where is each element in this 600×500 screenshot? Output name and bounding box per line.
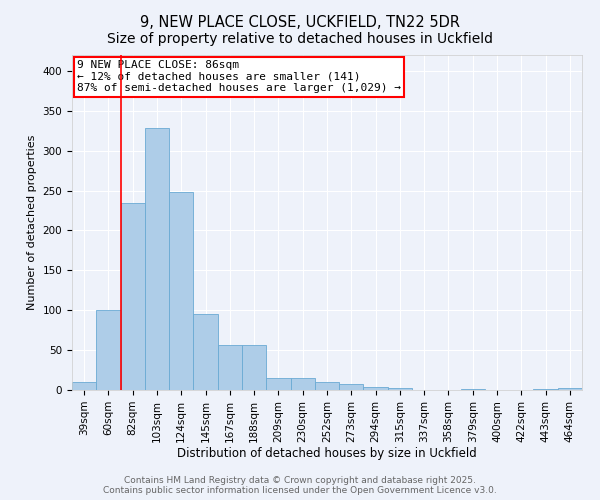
Bar — [242, 344, 266, 390]
Text: 9, NEW PLACE CLOSE, UCKFIELD, TN22 5DR: 9, NEW PLACE CLOSE, UCKFIELD, TN22 5DR — [140, 15, 460, 30]
Bar — [533, 389, 558, 390]
Text: Contains HM Land Registry data © Crown copyright and database right 2025.
Contai: Contains HM Land Registry data © Crown c… — [103, 476, 497, 495]
X-axis label: Distribution of detached houses by size in Uckfield: Distribution of detached houses by size … — [177, 448, 477, 460]
Bar — [364, 387, 388, 390]
Y-axis label: Number of detached properties: Number of detached properties — [27, 135, 37, 310]
Bar — [72, 382, 96, 390]
Bar — [558, 388, 582, 390]
Bar — [290, 378, 315, 390]
Bar — [339, 384, 364, 390]
Bar — [193, 314, 218, 390]
Bar — [169, 192, 193, 390]
Bar — [96, 310, 121, 390]
Text: Size of property relative to detached houses in Uckfield: Size of property relative to detached ho… — [107, 32, 493, 46]
Text: 9 NEW PLACE CLOSE: 86sqm
← 12% of detached houses are smaller (141)
87% of semi-: 9 NEW PLACE CLOSE: 86sqm ← 12% of detach… — [77, 60, 401, 93]
Bar — [388, 388, 412, 390]
Bar — [461, 389, 485, 390]
Bar — [266, 378, 290, 390]
Bar — [315, 382, 339, 390]
Bar — [145, 128, 169, 390]
Bar — [218, 344, 242, 390]
Bar — [121, 202, 145, 390]
